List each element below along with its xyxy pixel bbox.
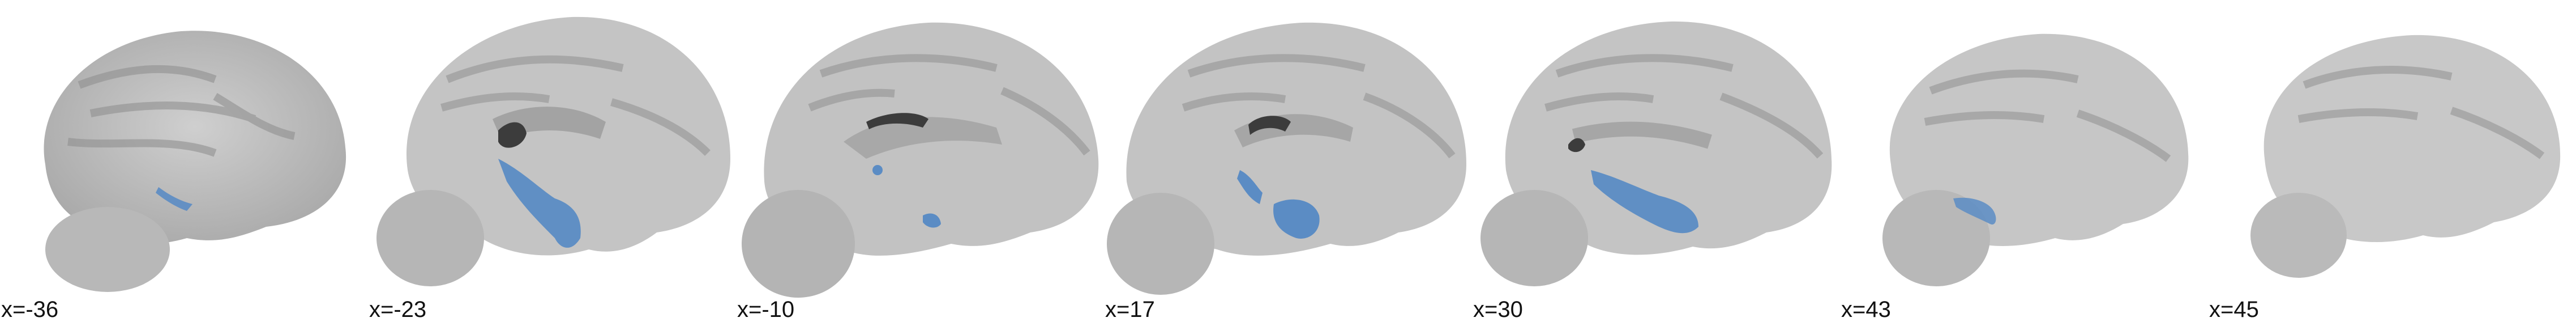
ventricle-2 — [498, 122, 527, 148]
overlay-region-3a — [872, 165, 883, 175]
overlay-region-3b — [923, 213, 941, 228]
slice-panel-2: x=-23 — [368, 0, 736, 326]
brain-slice-6 — [1882, 33, 2189, 286]
slice-panel-3: x=-10 — [736, 0, 1104, 326]
brain-slice-5 — [1480, 21, 1832, 286]
brain-slice-4 — [1107, 22, 1466, 295]
slice-label-3: x=-10 — [737, 297, 795, 322]
slice-panel-1: x=-36 — [0, 0, 368, 326]
slice-label-4: x=17 — [1105, 297, 1155, 322]
overlay-region-6 — [1953, 197, 1996, 225]
slice-panel-4: x=17 — [1104, 0, 1472, 326]
overlay-region-1 — [156, 187, 192, 211]
ventricle-5 — [1568, 138, 1585, 153]
brain-slice-7 — [2250, 35, 2561, 278]
slice-panel-7: x=45 — [2208, 0, 2576, 326]
slice-label-6: x=43 — [1841, 297, 1891, 322]
overlay-region-4b — [1273, 199, 1320, 239]
brain-slice-3 — [742, 22, 1099, 298]
slice-panel-5: x=30 — [1472, 0, 1840, 326]
brain-slice-1 — [44, 31, 346, 292]
ventricle-4 — [1248, 116, 1291, 135]
slice-label-2: x=-23 — [369, 297, 427, 322]
ventricle-3 — [866, 113, 928, 129]
slice-label-1: x=-36 — [1, 297, 59, 322]
overlay-region-2 — [498, 159, 581, 248]
slice-panel-6: x=43 — [1840, 0, 2208, 326]
brain-slice-2 — [376, 16, 730, 286]
slice-label-7: x=45 — [2209, 297, 2259, 322]
overlay-region-4a — [1237, 170, 1263, 204]
overlay-region-5 — [1591, 170, 1698, 234]
slice-label-5: x=30 — [1473, 297, 1523, 322]
